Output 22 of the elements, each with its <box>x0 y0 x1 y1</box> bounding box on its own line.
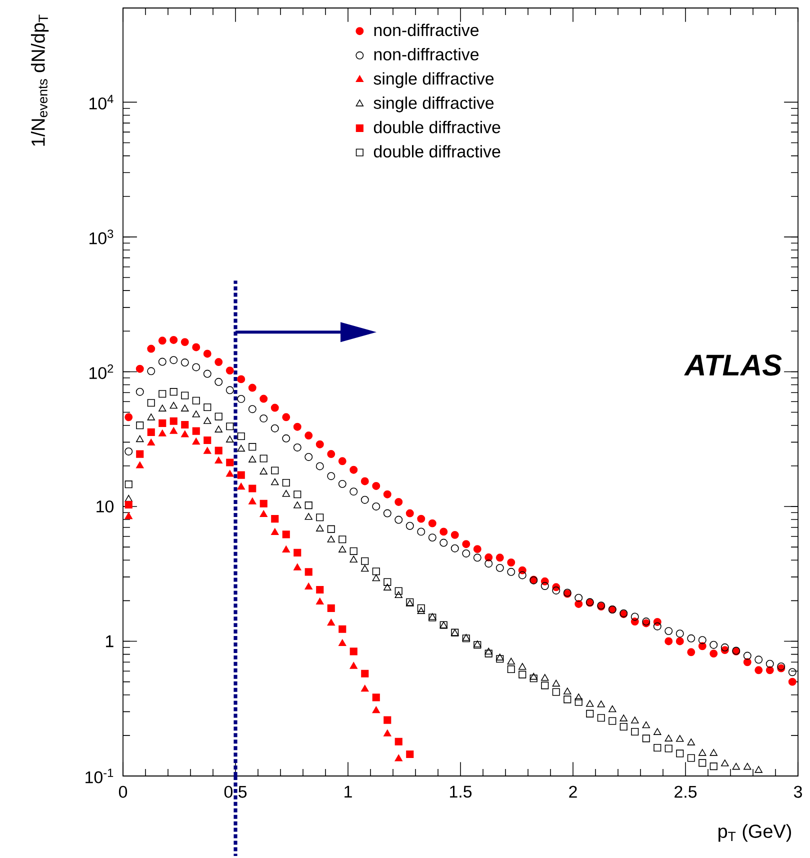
y-tick-label: 10 <box>96 500 114 512</box>
x-tick-label: 2 <box>569 786 577 798</box>
x-tick-label: 2.5 <box>674 786 697 798</box>
y-tick-label: 10$^{3}$ <box>90 230 114 244</box>
y-axis-title: 1/N$_{events}$ dN/dp$_{T}$ <box>30 14 49 146</box>
y-tick-label: 10$^{2}$ <box>90 364 114 380</box>
legend-label: non-diffractive <box>374 24 479 36</box>
y-tick-label: 10$^{-1}$ <box>86 768 114 784</box>
legend-label: non-diffractive <box>374 48 479 60</box>
y-tick-label: 1 <box>106 635 114 648</box>
x-tick-label: 1.5 <box>450 786 472 798</box>
x-tick-label: 1 <box>344 786 352 798</box>
legend-label: double diffractive <box>374 120 500 134</box>
x-axis-title: p$_{T}$ (GeV) <box>718 824 791 842</box>
x-tick-label: 0 <box>118 786 128 798</box>
annotation: ATLAS <box>684 354 782 376</box>
x-tick-label: 3 <box>794 786 802 798</box>
legend-label: single diffractive <box>374 96 494 112</box>
legend-label: double diffractive <box>374 145 500 158</box>
legend-label: single diffractive <box>374 72 494 88</box>
y-tick-label: 10$^{4}$ <box>90 94 114 110</box>
x-tick-label: 0.5 <box>224 786 247 798</box>
